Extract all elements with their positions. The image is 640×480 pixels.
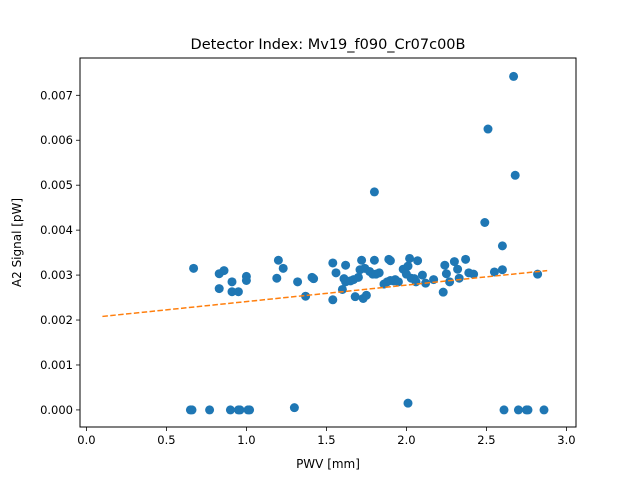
x-axis-ticks: 0.0 0.5 1.0 1.5 2.0 2.5 3.0 — [77, 427, 576, 447]
y-tick-label: 0.002 — [40, 313, 73, 327]
scatter-point — [480, 217, 490, 227]
scatter-point — [489, 267, 499, 277]
scatter-point — [445, 277, 455, 287]
scatter-point — [438, 287, 448, 297]
chart-title: Detector Index: Mv19_f090_Cr07c00B — [191, 37, 466, 53]
x-tick-label: 0.0 — [77, 433, 95, 447]
axes-frame — [79, 57, 577, 428]
scatter-point — [369, 255, 379, 265]
y-tick-label: 0.007 — [40, 88, 73, 102]
scatter-point — [385, 256, 395, 266]
scatter-point — [245, 405, 255, 415]
scatter-point — [369, 187, 379, 197]
scatter-point — [441, 269, 451, 279]
scatter-point — [309, 274, 319, 284]
y-tick-label: 0.004 — [40, 223, 73, 237]
x-tick-label: 2.5 — [477, 433, 495, 447]
plot-area — [79, 57, 577, 428]
y-tick-label: 0.003 — [40, 268, 73, 282]
scatter-point — [440, 260, 450, 270]
scatter-point — [225, 405, 235, 415]
scatter-point — [350, 292, 360, 302]
x-axis-label: PWV [mm] — [296, 457, 360, 471]
scatter-point — [233, 287, 243, 297]
marks-layer — [102, 71, 549, 415]
x-tick-label: 2.0 — [397, 433, 415, 447]
scatter-point — [227, 277, 237, 287]
scatter-point — [539, 405, 549, 415]
scatter-point — [361, 290, 371, 300]
x-tick-label: 1.0 — [237, 433, 255, 447]
scatter-point — [227, 287, 237, 297]
scatter-point — [497, 265, 507, 275]
scatter-point — [341, 260, 351, 270]
y-tick-label: 0.000 — [40, 403, 73, 417]
scatter-point — [393, 277, 403, 287]
scatter-point — [205, 405, 215, 415]
x-tick-label: 1.5 — [317, 433, 335, 447]
scatter-point — [289, 403, 299, 413]
scatter-point — [454, 273, 464, 283]
scatter-point — [301, 291, 311, 301]
scatter-point — [214, 284, 224, 294]
scatter-point — [272, 273, 282, 283]
scatter-point — [510, 170, 520, 180]
x-tick-label: 0.5 — [157, 433, 175, 447]
scatter-point — [483, 124, 493, 134]
scatter-point — [241, 275, 251, 285]
scatter-point — [293, 277, 303, 287]
scatter-point — [328, 258, 338, 268]
y-axis-ticks: 0.000 0.001 0.002 0.003 0.004 0.005 0.006 0.007 — [40, 88, 80, 417]
scatter-point — [417, 270, 427, 280]
scatter-point — [509, 71, 519, 81]
scatter-point — [328, 295, 338, 305]
scatter-point — [499, 405, 509, 415]
fit-line — [102, 269, 548, 318]
y-axis-label: A2 Signal [pW] — [10, 198, 24, 287]
scatter-point — [403, 261, 413, 271]
y-tick-label: 0.006 — [40, 133, 73, 147]
scatter-point — [235, 405, 245, 415]
scatter-point — [449, 257, 459, 267]
y-tick-label: 0.001 — [40, 358, 73, 372]
scatter-point — [273, 255, 283, 265]
scatter-point — [453, 264, 463, 274]
scatter-point — [523, 405, 533, 415]
scatter-point — [405, 253, 415, 263]
scatter-point — [357, 255, 367, 265]
scatter-point — [403, 398, 413, 408]
scatter-point — [353, 272, 363, 282]
scatter-point — [219, 266, 229, 276]
y-tick-label: 0.005 — [40, 178, 73, 192]
scatter-point — [469, 269, 479, 279]
scatter-point — [374, 268, 384, 278]
scatter-point — [413, 256, 423, 266]
scatter-point — [278, 263, 288, 273]
scatter-point — [189, 263, 199, 273]
scatter-point — [513, 405, 523, 415]
scatter-point — [461, 254, 471, 264]
x-tick-label: 3.0 — [557, 433, 575, 447]
scatter-point — [187, 405, 197, 415]
scatter-point — [497, 241, 507, 251]
scatter-point — [331, 268, 341, 278]
